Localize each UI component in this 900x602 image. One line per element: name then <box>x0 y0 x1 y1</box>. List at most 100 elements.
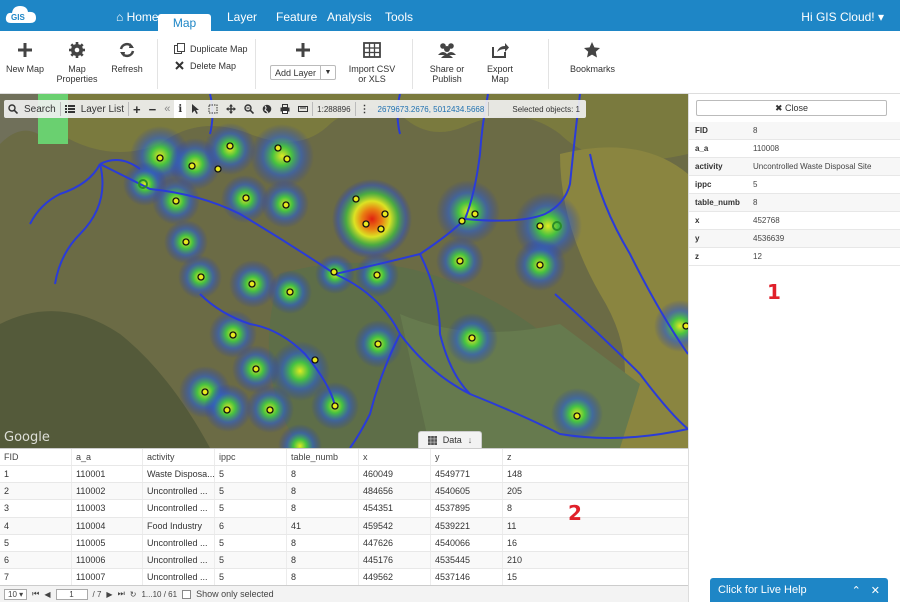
attribute-value: 8 <box>753 126 758 135</box>
next-page-icon[interactable]: ▶ <box>106 589 113 599</box>
chevron-down-icon: ▼ <box>320 66 335 79</box>
bookmarks-button[interactable]: Bookmarks <box>570 41 615 74</box>
attribute-row: FID 8 <box>689 122 900 140</box>
table-cell: 148 <box>507 469 523 480</box>
ribbon-divider <box>157 39 158 89</box>
table-cell: Uncontrolled ... <box>143 551 215 569</box>
export-map-label: Export Map <box>486 64 513 84</box>
map-canvas[interactable]: Search Layer List + − « i 1:288896 ⋮ 267… <box>0 94 688 448</box>
measure-icon[interactable] <box>294 100 312 118</box>
new-map-label: New Map <box>6 64 45 74</box>
column-header[interactable]: activity <box>143 449 215 465</box>
data-panel-toggle[interactable]: Data ↓ <box>418 431 482 448</box>
table-row[interactable]: 2 110002 Uncontrolled ... 5 8 484656 4540605 20… <box>0 483 688 501</box>
tab-home[interactable]: ⌂ Home <box>116 10 159 24</box>
delete-map-button[interactable]: Delete Map <box>174 60 236 71</box>
delete-map-label: Delete Map <box>190 60 237 71</box>
table-cell: 4540605 <box>431 483 503 500</box>
table-row[interactable]: 4 110004 Food Industry 6 41 459542 4539221 11 <box>0 517 688 535</box>
tab-feature[interactable]: Feature <box>276 10 318 24</box>
tab-home-label: Home <box>126 10 159 24</box>
pan-icon[interactable] <box>222 100 240 118</box>
column-header[interactable]: a_a <box>72 449 143 465</box>
google-attribution: Google <box>4 430 50 445</box>
box-select-icon[interactable] <box>204 100 222 118</box>
table-row[interactable]: 7 110007 Uncontrolled ... 5 8 449562 4537146 15 <box>0 569 688 585</box>
print-icon[interactable] <box>276 100 294 118</box>
export-map-button[interactable]: Export Map <box>478 41 522 84</box>
map-search-label: Search <box>24 103 56 115</box>
attribute-value: Uncontrolled Waste Disposal Site <box>753 162 872 171</box>
new-map-button[interactable]: New Map <box>6 41 44 74</box>
map-scale[interactable]: 1:288896 <box>317 104 351 114</box>
table-cell: 110006 <box>72 551 143 569</box>
export-icon <box>490 41 510 59</box>
layer-list-label: Layer List <box>80 103 125 115</box>
table-row[interactable]: 6 110006 Uncontrolled ... 5 8 445176 4535445 21… <box>0 551 688 570</box>
toolbar-divider <box>312 102 314 116</box>
attribute-row: x 452768 <box>689 212 900 230</box>
show-only-selected-checkbox[interactable] <box>182 589 192 599</box>
add-layer-plus-button[interactable] <box>292 41 314 64</box>
duplicate-map-label: Duplicate Map <box>190 43 248 54</box>
import-label-1: Import CSV <box>348 64 396 74</box>
plus-icon <box>293 41 313 59</box>
prev-page-icon[interactable]: ◀ <box>44 589 51 599</box>
table-cell: 8 <box>287 534 359 551</box>
zoom-out-icon[interactable]: − <box>148 101 157 117</box>
table-cell: 110005 <box>72 534 143 551</box>
close-panel-button[interactable]: ✖ Close <box>696 100 887 116</box>
table-cell: 8 <box>507 503 513 514</box>
page-number-input[interactable]: 1 <box>55 588 88 600</box>
live-help-widget[interactable]: Click for Live Help ⌃ ✕ <box>710 578 888 602</box>
attribute-value: 4536639 <box>753 234 785 243</box>
table-cell: 459542 <box>359 517 431 534</box>
refresh-icon[interactable]: ↻ <box>129 589 137 599</box>
import-csv-button[interactable]: Import CSV or XLS <box>347 41 397 84</box>
refresh-button[interactable]: Refresh <box>110 41 144 74</box>
table-row[interactable]: 5 110005 Uncontrolled ... 5 8 447626 4540066 16 <box>0 534 688 552</box>
duplicate-map-button[interactable]: Duplicate Map <box>174 43 248 54</box>
tab-analysis[interactable]: Analysis <box>327 10 372 24</box>
attribute-row: activity Uncontrolled Waste Disposal Site <box>689 158 900 176</box>
attribute-value: 110008 <box>753 144 780 153</box>
more-icon[interactable]: ⋮ <box>359 103 370 115</box>
column-header[interactable]: table_numb <box>287 449 359 465</box>
attribute-value: 8 <box>753 198 758 207</box>
refresh-icon <box>117 41 137 59</box>
tab-tools[interactable]: Tools <box>385 10 414 24</box>
zoom-box-icon[interactable] <box>240 100 258 118</box>
column-header[interactable]: x <box>359 449 431 465</box>
user-menu[interactable]: Hi GIS Cloud! ▾ <box>801 10 884 24</box>
refresh-label: Refresh <box>111 64 143 74</box>
last-page-icon[interactable]: ⏭ <box>117 589 125 598</box>
ribbon-divider <box>412 39 413 89</box>
map-search-button[interactable]: Search <box>4 100 60 118</box>
table-row[interactable]: 3 110003 Uncontrolled ... 5 8 454351 4537895 8 <box>0 500 688 518</box>
close-icon[interactable]: ✕ <box>870 584 880 597</box>
pointer-icon[interactable] <box>186 100 204 118</box>
collapse-icon[interactable]: « <box>164 103 171 115</box>
layer-list-button[interactable]: Layer List <box>61 100 128 118</box>
first-page-icon[interactable]: ⏮ <box>32 589 40 598</box>
column-header[interactable]: y <box>431 449 503 465</box>
column-header[interactable]: ippc <box>215 449 287 465</box>
info-icon[interactable]: i <box>174 100 187 118</box>
globe-icon[interactable] <box>258 100 276 118</box>
column-header[interactable]: FID <box>0 449 72 465</box>
attribute-value: 12 <box>753 252 762 261</box>
table-cell: Uncontrolled ... <box>143 483 215 500</box>
column-header[interactable]: z <box>507 452 512 462</box>
chevron-up-icon[interactable]: ⌃ <box>851 584 861 597</box>
map-properties-button[interactable]: Map Properties <box>56 41 98 84</box>
add-layer-dropdown[interactable]: Add Layer ▼ <box>270 65 336 80</box>
zoom-in-icon[interactable]: + <box>133 101 141 117</box>
tab-map[interactable]: Map <box>158 14 211 31</box>
page-size-select[interactable]: 10 ▾ <box>4 588 28 600</box>
share-publish-button[interactable]: Share or Publish <box>428 41 466 84</box>
gis-cloud-logo[interactable]: GIS <box>4 3 38 27</box>
live-help-label: Click for Live Help <box>718 584 807 596</box>
table-row[interactable]: 1 110001 Waste Disposa... 5 8 460049 4549771 14… <box>0 466 688 484</box>
tab-layer[interactable]: Layer <box>227 10 258 24</box>
table-cell: 110003 <box>72 500 143 517</box>
